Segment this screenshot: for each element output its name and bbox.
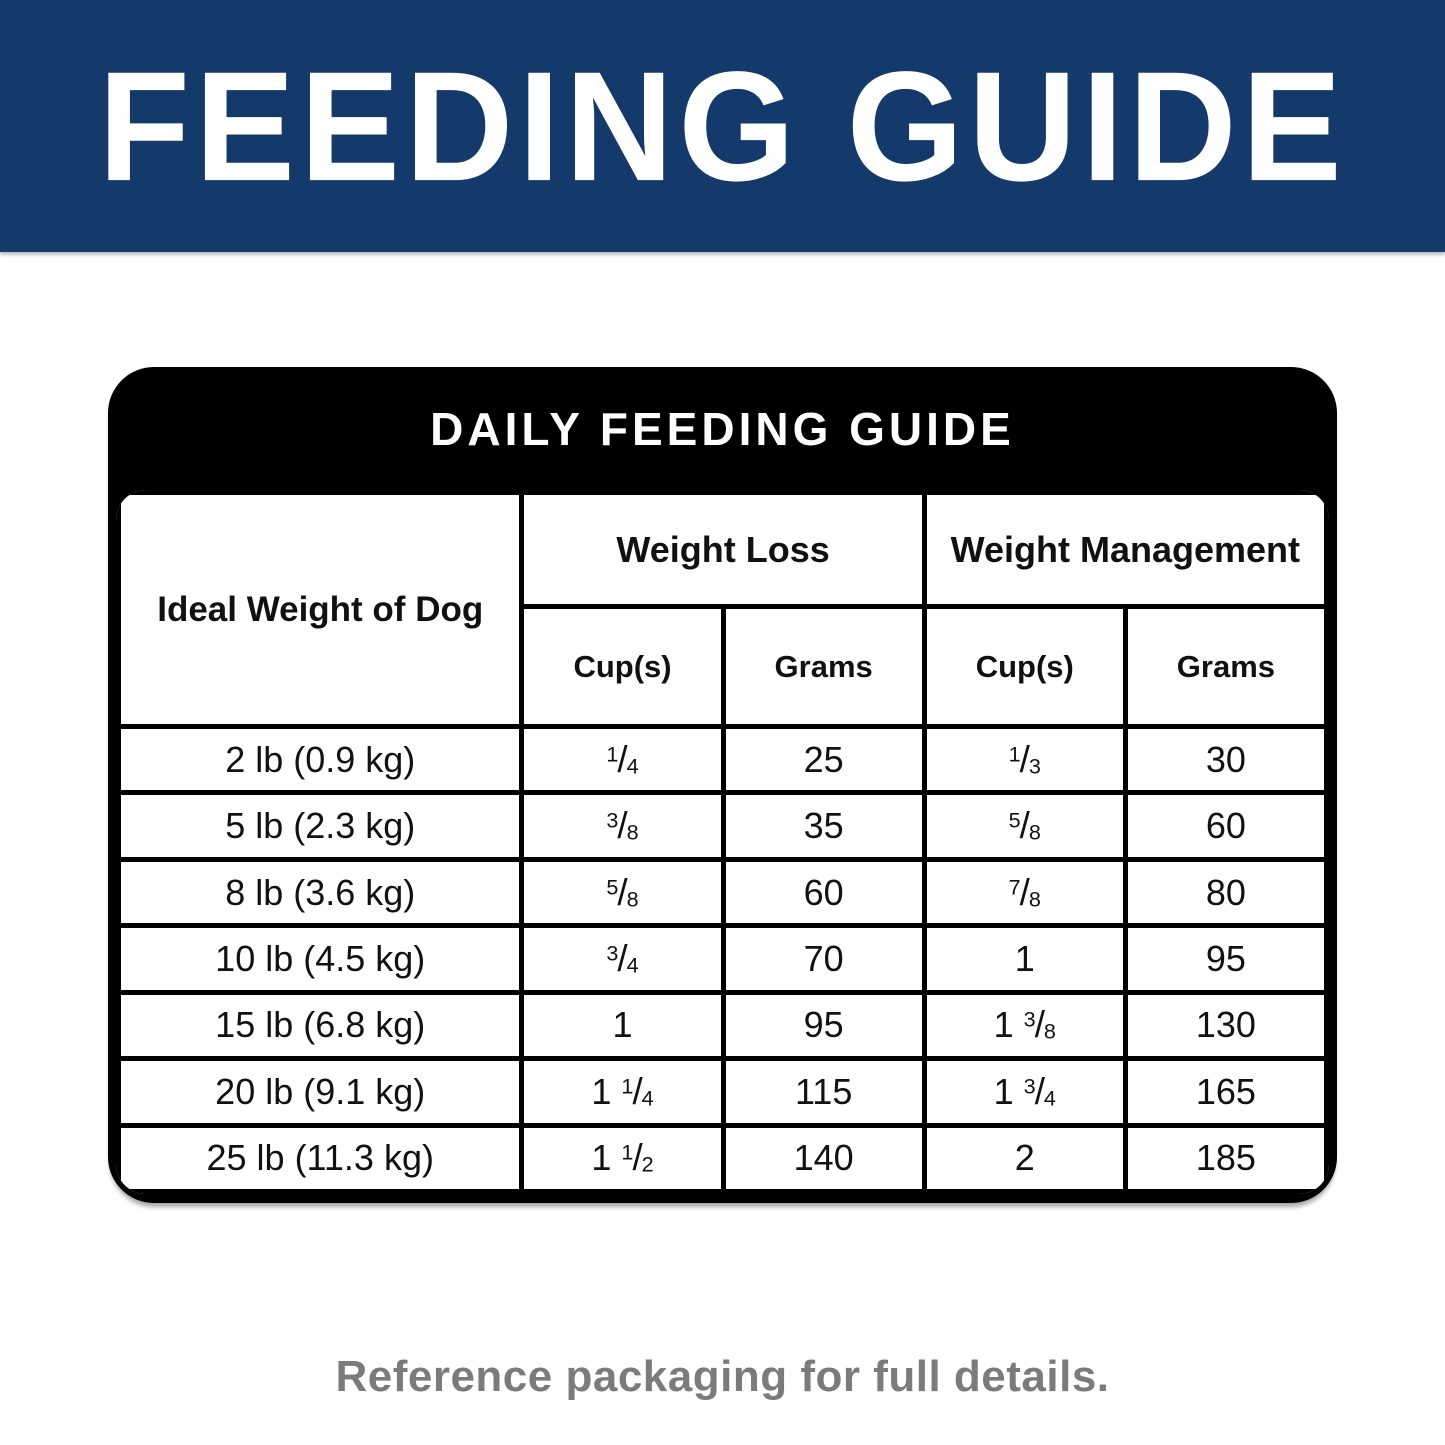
wl-grams-cell: 25	[720, 723, 927, 796]
wm-grams-cell: 80	[1122, 856, 1329, 929]
wl-cups-cell: 1 1/2	[519, 1122, 726, 1194]
wl-cups-cell: 5/8	[519, 856, 726, 929]
wm-grams-cell: 130	[1122, 989, 1329, 1062]
wm-grams-cell: 185	[1122, 1122, 1329, 1194]
wm-cups-cell: 1/3	[921, 723, 1128, 796]
table-row: 10 lb (4.5 kg) 3/4 70 1 95	[116, 923, 1329, 995]
header-group-row: Ideal Weight of Dog Weight Loss Weight M…	[116, 490, 1329, 729]
header-wl-cups: Cup(s)	[519, 604, 726, 729]
table-row: 5 lb (2.3 kg) 3/8 35 5/8 60	[116, 790, 1329, 862]
feeding-table-wrap: Ideal Weight of Dog Weight Loss Weight M…	[116, 490, 1329, 1194]
table-row: 20 lb (9.1 kg) 1 1/4 115 1 3/4 165	[116, 1056, 1329, 1128]
wl-cups-cell: 3/4	[519, 923, 726, 995]
header-wm-grams: Grams	[1122, 604, 1329, 729]
wm-cups-cell: 1 3/8	[921, 989, 1128, 1062]
header-weight-management: Weight Management	[921, 490, 1329, 609]
weight-cell: 5 lb (2.3 kg)	[116, 790, 525, 862]
wm-cups-cell: 7/8	[921, 856, 1128, 929]
table-row: 25 lb (11.3 kg) 1 1/2 140 2 185	[116, 1122, 1329, 1194]
wl-grams-cell: 140	[720, 1122, 927, 1194]
header-ideal-weight: Ideal Weight of Dog	[116, 490, 525, 729]
wm-cups-cell: 1 3/4	[921, 1056, 1128, 1128]
weight-cell: 2 lb (0.9 kg)	[116, 723, 525, 796]
wm-grams-cell: 60	[1122, 790, 1329, 862]
wm-cups-cell: 1	[921, 923, 1128, 995]
wl-grams-cell: 60	[720, 856, 927, 929]
wl-grams-cell: 70	[720, 923, 927, 995]
wm-grams-cell: 30	[1122, 723, 1329, 796]
card-title: DAILY FEEDING GUIDE	[430, 402, 1015, 455]
wl-cups-cell: 1/4	[519, 723, 726, 796]
wm-grams-cell: 95	[1122, 923, 1329, 995]
feeding-guide-banner: FEEDING GUIDE	[0, 0, 1445, 252]
header-sub-row: Cup(s) Grams Cup(s) Grams	[119, 604, 1329, 729]
table-row: 8 lb (3.6 kg) 5/8 60 7/8 80	[116, 856, 1329, 929]
table-row: 2 lb (0.9 kg) 1/4 25 1/3 30	[116, 723, 1329, 796]
wl-cups-cell: 1 1/4	[519, 1056, 726, 1128]
wl-grams-cell: 95	[720, 989, 927, 1062]
daily-feeding-guide-card: DAILY FEEDING GUIDE Ideal Weight of Dog …	[108, 367, 1337, 1203]
wl-cups-cell: 3/8	[519, 790, 726, 862]
table-row: 15 lb (6.8 kg) 1 95 1 3/8 130	[116, 989, 1329, 1062]
wl-cups-cell: 1	[519, 989, 726, 1062]
footer-note: Reference packaging for full details.	[335, 1352, 1110, 1401]
wm-cups-cell: 5/8	[921, 790, 1128, 862]
wm-grams-cell: 165	[1122, 1056, 1329, 1128]
header-weight-loss: Weight Loss	[519, 490, 927, 609]
header-wl-grams: Grams	[720, 604, 927, 729]
weight-cell: 8 lb (3.6 kg)	[116, 856, 525, 929]
weight-cell: 10 lb (4.5 kg)	[116, 923, 525, 995]
wl-grams-cell: 115	[720, 1056, 927, 1128]
banner-title: FEEDING GUIDE	[98, 38, 1347, 214]
wm-cups-cell: 2	[921, 1122, 1128, 1194]
weight-cell: 20 lb (9.1 kg)	[116, 1056, 525, 1128]
wl-grams-cell: 35	[720, 790, 927, 862]
weight-cell: 25 lb (11.3 kg)	[116, 1122, 525, 1194]
weight-cell: 15 lb (6.8 kg)	[116, 989, 525, 1062]
feeding-table: Ideal Weight of Dog Weight Loss Weight M…	[116, 490, 1329, 1194]
header-wm-cups: Cup(s)	[921, 604, 1128, 729]
